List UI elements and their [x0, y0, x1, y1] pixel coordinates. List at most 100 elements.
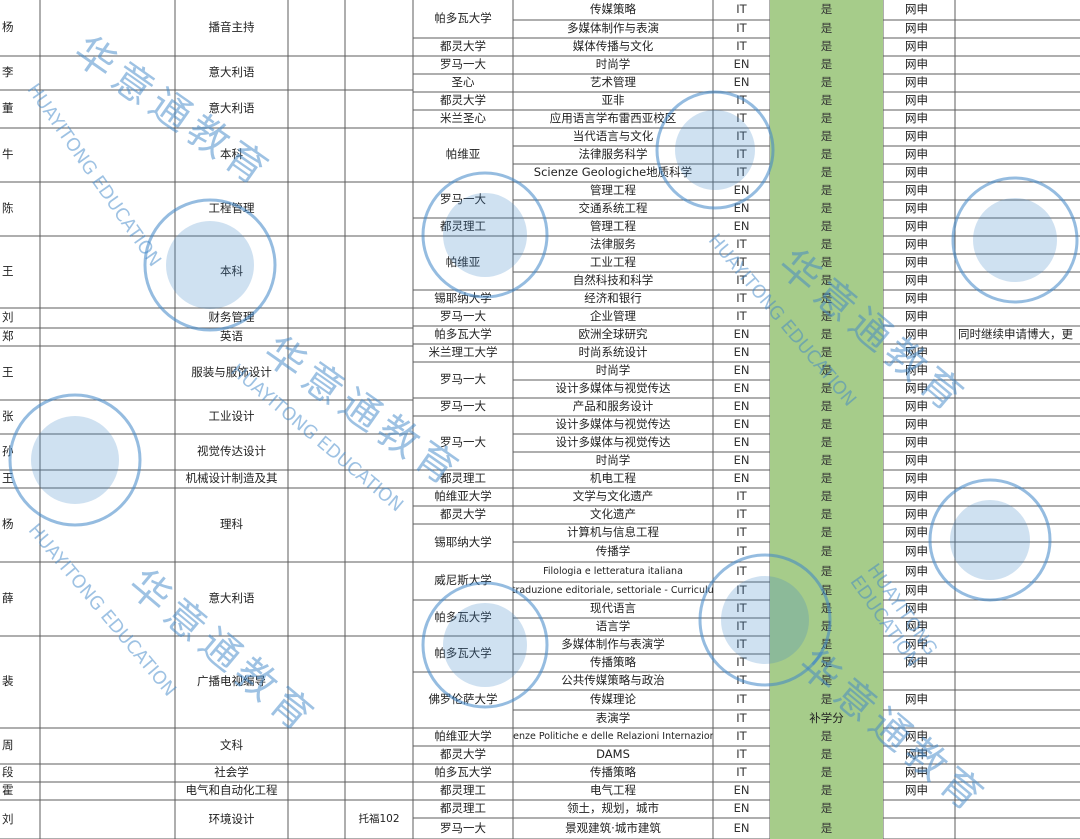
result-cell: 是 — [820, 381, 833, 396]
result-cell: 是 — [820, 692, 833, 707]
major-cell: 英语 — [220, 329, 243, 344]
school-cell: 罗马一大 — [440, 372, 486, 387]
program-cell: 传播学 — [595, 544, 631, 559]
language-cell: EN — [733, 345, 750, 360]
program-cell: 工业工程 — [590, 255, 636, 270]
watermark-seal-icon — [951, 176, 1079, 304]
result-cell: 是 — [820, 564, 833, 579]
language-cell: EN — [733, 820, 750, 835]
result-cell: 是 — [820, 147, 833, 162]
program-cell: 多媒体制作与表演学 — [561, 637, 665, 652]
language-cell: IT — [736, 291, 747, 306]
apply-type-cell: 网申 — [905, 291, 928, 306]
apply-type-cell: 网申 — [905, 525, 928, 540]
student-surname: 刘 — [2, 811, 14, 826]
major-cell: 工程管理 — [208, 201, 255, 216]
school-cell: 罗马一大 — [440, 435, 486, 450]
school-cell: 都灵理工 — [413, 218, 513, 236]
school-cell: 都灵大学 — [440, 507, 486, 522]
result-cell: 是 — [820, 309, 833, 324]
major-cell: 意大利语 — [208, 101, 255, 116]
language-cell: EN — [733, 75, 750, 90]
result-cell: 是 — [820, 2, 833, 17]
school-cell: 圣心 — [451, 75, 475, 90]
language-cell: IT — [736, 747, 747, 762]
school-cell: 都灵理工 — [440, 471, 486, 486]
student-surname: 孙 — [2, 444, 14, 459]
language-cell: IT — [736, 711, 747, 726]
language-cell: IT — [736, 544, 747, 559]
apply-type-cell: 网申 — [905, 783, 928, 798]
result-cell: 是 — [820, 820, 833, 835]
result-cell: 是 — [820, 291, 833, 306]
language-cell: IT — [736, 564, 747, 579]
result-cell: 是 — [820, 619, 833, 634]
student-surname: 杨 — [2, 517, 14, 532]
language-cell: EN — [733, 435, 750, 450]
apply-type-cell: 网申 — [905, 765, 928, 780]
result-cell: 是 — [820, 255, 833, 270]
language-cell: EN — [733, 57, 750, 72]
watermark-seal-icon — [655, 90, 775, 210]
program-cell: 欧洲全球研究 — [578, 327, 648, 342]
apply-type-cell: 网申 — [905, 471, 928, 486]
program-cell: 管理工程 — [590, 219, 636, 234]
result-cell: 是 — [820, 453, 833, 468]
language-cell: IT — [736, 39, 747, 54]
result-cell: 是 — [820, 525, 833, 540]
result-note: 补学分 — [809, 711, 844, 726]
major-cell: 意大利语 — [208, 65, 255, 80]
language-cell: IT — [736, 93, 747, 108]
program-cell: 电气工程 — [590, 783, 636, 798]
apply-type-cell: 网申 — [905, 489, 928, 504]
school-cell: 都灵大学 — [440, 747, 486, 762]
language-cell: EN — [733, 453, 750, 468]
watermark-seal-icon — [698, 553, 832, 687]
result-cell: 是 — [820, 399, 833, 414]
language-cell: IT — [713, 600, 770, 618]
language-cell: EN — [733, 381, 750, 396]
student-surname: 王 — [2, 264, 14, 279]
apply-type-cell: 网申 — [905, 399, 928, 414]
program-cell: Scienze Politiche e delle Relazioni Inte… — [513, 731, 713, 743]
student-surname: 杨 — [2, 20, 14, 35]
result-cell: 是 — [820, 201, 833, 216]
apply-type-cell: 网申 — [905, 309, 928, 324]
program-cell: 表演学 — [595, 711, 631, 726]
school-cell: 帕多瓦大学 — [434, 11, 492, 26]
result-cell: 是 — [820, 655, 833, 670]
result-cell: 是 — [820, 417, 833, 432]
apply-type-cell: 网申 — [905, 453, 928, 468]
student-surname: 李 — [2, 65, 14, 80]
language-cell: IT — [736, 507, 747, 522]
major-cell: 意大利语 — [208, 591, 255, 606]
language-cell: IT — [736, 525, 747, 540]
language-cell: IT — [736, 2, 747, 17]
program-cell: 计算机与信息工程 — [567, 525, 659, 540]
result-cell: 是 — [820, 165, 833, 180]
language-cell: IT — [713, 636, 770, 654]
apply-type-cell: 网申 — [905, 147, 928, 162]
apply-type-cell: 网申 — [905, 747, 928, 762]
school-cell: 罗马一大 — [440, 820, 486, 835]
program-cell: 语言学 — [595, 619, 631, 634]
result-cell: 是 — [820, 435, 833, 450]
apply-type-cell: 网申 — [905, 544, 928, 559]
apply-type-cell: 网申 — [905, 39, 928, 54]
language-cell: IT — [736, 309, 747, 324]
apply-type-cell: 网申 — [905, 637, 928, 652]
program-cell: 多媒体制作与表演 — [567, 21, 659, 36]
apply-type-cell: 网申 — [905, 601, 928, 616]
result-cell: 是 — [820, 783, 833, 798]
apply-type-cell: 网申 — [905, 435, 928, 450]
language-cell: IT — [713, 582, 770, 600]
apply-type-cell: 网申 — [905, 619, 928, 634]
program-cell: 艺术管理 — [590, 75, 636, 90]
major-cell: 本科 — [175, 236, 288, 308]
program-cell: 时尚学 — [595, 453, 631, 468]
program-cell: 文化遗产 — [590, 507, 636, 522]
program-cell: 经济和银行 — [584, 291, 642, 306]
apply-type-cell: 网申 — [905, 255, 928, 270]
program-cell: 公共传媒策略与政治 — [561, 673, 665, 688]
